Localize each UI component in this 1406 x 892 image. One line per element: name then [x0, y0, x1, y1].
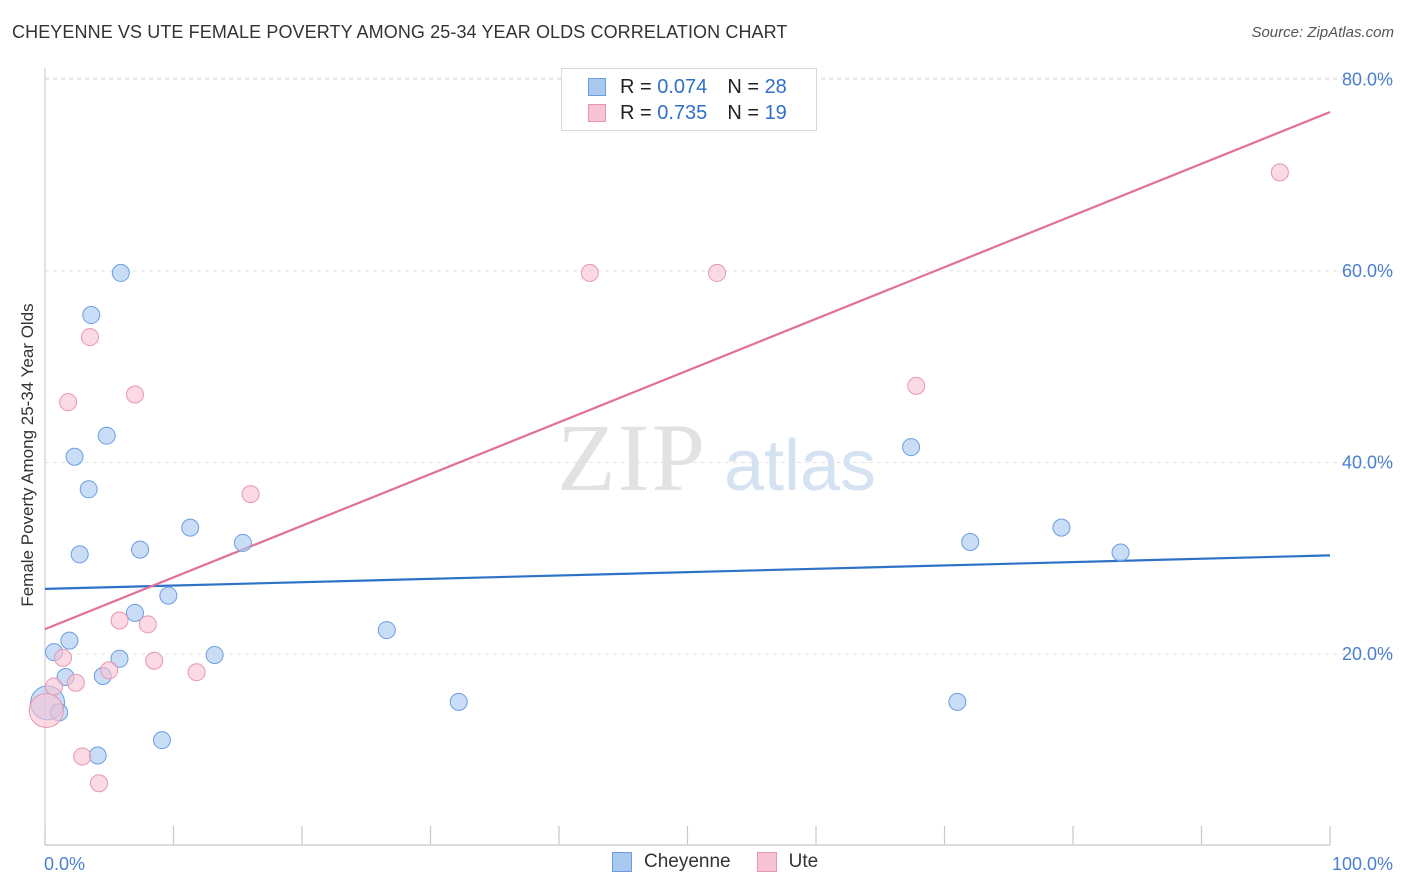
point-ute: [580, 263, 599, 282]
point-ute: [28, 692, 64, 728]
point-ute: [125, 385, 144, 404]
chart-title: CHEYENNE VS UTE FEMALE POVERTY AMONG 25-…: [12, 22, 788, 42]
point-cheyenne: [60, 631, 79, 650]
watermark-zip: ZIP: [557, 404, 707, 511]
point-cheyenne: [111, 263, 130, 282]
gridlines: [45, 77, 1392, 655]
point-cheyenne: [79, 480, 98, 499]
legend-r-label: R =: [620, 75, 652, 98]
watermark: ZIP atlas: [557, 404, 876, 511]
point-cheyenne: [205, 645, 224, 664]
y-tick-label: 40.0%: [1342, 453, 1393, 473]
source-credit: Source: ZipAtlas.com: [1251, 24, 1394, 41]
point-cheyenne: [902, 438, 921, 457]
point-cheyenne: [88, 746, 107, 765]
point-cheyenne: [125, 603, 144, 622]
point-cheyenne: [110, 649, 129, 668]
point-ute: [89, 774, 108, 793]
point-cheyenne: [1111, 543, 1130, 562]
legend-n-label: N =: [727, 75, 759, 98]
point-cheyenne: [152, 731, 171, 750]
point-cheyenne: [131, 540, 150, 559]
bottom-legend-swatch-ute: [756, 852, 777, 872]
bottom-legend-swatch-cheyenne: [612, 852, 632, 872]
legend-swatch-cheyenne: [588, 78, 606, 96]
point-cheyenne: [65, 447, 84, 466]
x-tick-label: 100.0%: [1332, 854, 1393, 874]
point-ute: [100, 661, 119, 680]
legend-row-cheyenne: R = 0.074 N = 28: [588, 75, 787, 99]
point-ute: [138, 615, 157, 634]
bottom-legend-label-cheyenne: Cheyenne: [644, 851, 731, 872]
point-ute: [907, 376, 926, 395]
point-ute: [1270, 163, 1289, 182]
point-ute: [80, 328, 99, 347]
point-cheyenne: [97, 426, 116, 445]
legend-row-ute: R = 0.735 N = 19: [588, 101, 787, 125]
data-points: [28, 163, 1289, 793]
y-tick-label: 20.0%: [1342, 644, 1393, 664]
point-cheyenne: [159, 586, 178, 605]
point-ute: [241, 485, 260, 504]
point-ute: [73, 747, 92, 766]
point-cheyenne: [70, 545, 89, 564]
legend-r-label: R =: [620, 101, 652, 124]
point-cheyenne: [233, 533, 252, 552]
point-ute: [44, 677, 63, 696]
legend-r-value: 0.735: [657, 101, 708, 124]
bottom-legend-item-cheyenne: Cheyenne: [612, 851, 731, 873]
point-ute: [59, 393, 78, 412]
legend-swatch-ute: [588, 104, 606, 122]
point-cheyenne: [961, 532, 980, 551]
legend-n-label: N =: [727, 101, 759, 124]
bottom-legend: Cheyenne Ute: [612, 851, 844, 873]
point-ute: [66, 673, 85, 692]
point-cheyenne: [948, 692, 967, 711]
point-ute: [187, 663, 206, 682]
bottom-legend-label-ute: Ute: [788, 851, 819, 872]
legend-n-value: 28: [764, 75, 787, 98]
point-cheyenne: [82, 306, 101, 325]
trend-line-ute: [44, 111, 1331, 631]
point-ute: [53, 648, 72, 667]
legend-n-value: 19: [764, 101, 787, 124]
bottom-legend-item-ute: Ute: [756, 851, 819, 873]
trend-lines: [44, 111, 1331, 631]
y-tick-label: 80.0%: [1342, 70, 1393, 90]
point-cheyenne: [377, 621, 396, 640]
legend: R = 0.074 N = 28 R = 0.735 N = 19: [561, 68, 817, 131]
watermark-atlas: atlas: [724, 426, 876, 506]
point-cheyenne: [181, 518, 200, 537]
tick-labels: 20.0% 40.0% 60.0% 80.0% 0.0% 100.0%: [44, 70, 1393, 875]
y-tick-label: 60.0%: [1342, 261, 1393, 281]
legend-r-value: 0.074: [657, 75, 708, 98]
point-cheyenne: [449, 692, 468, 711]
trend-line-cheyenne: [44, 554, 1331, 590]
point-ute: [708, 263, 727, 282]
point-ute: [110, 611, 129, 630]
x-tick-label: 0.0%: [44, 854, 85, 874]
point-ute: [145, 651, 164, 670]
point-cheyenne: [1052, 518, 1071, 537]
